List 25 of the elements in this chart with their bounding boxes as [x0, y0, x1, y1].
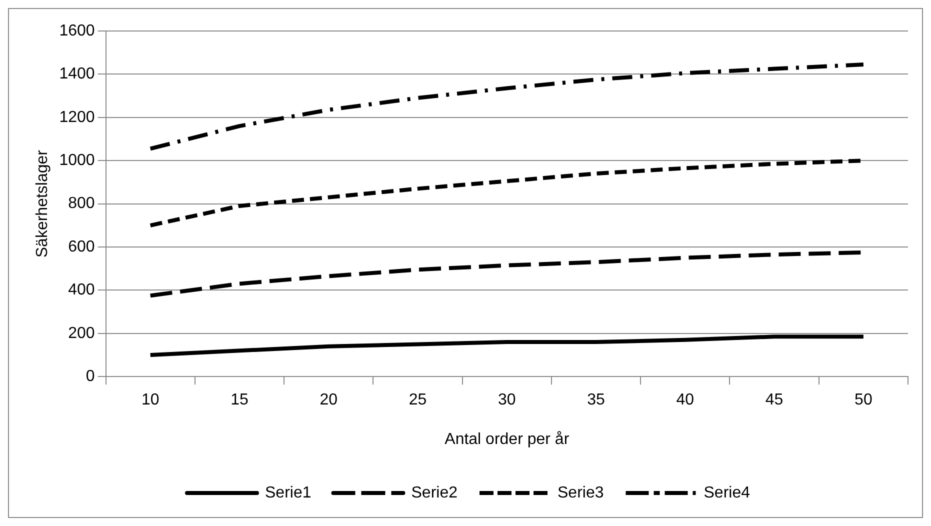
line-series — [148, 62, 866, 151]
y-tick-label: 1200 — [59, 108, 95, 126]
y-tick-label: 800 — [68, 195, 95, 212]
y-tick-label: 1400 — [59, 66, 95, 83]
y-tick-label: 600 — [68, 238, 95, 256]
x-tick-label: 35 — [587, 392, 606, 409]
y-tick-label: 200 — [68, 324, 95, 342]
legend-label: Serie2 — [411, 484, 458, 502]
x-tick-label: 25 — [408, 392, 427, 409]
y-axis-title: Säkerhetslager — [34, 149, 52, 258]
x-tick-label: 30 — [498, 392, 516, 409]
x-tick-label: 40 — [676, 392, 694, 409]
y-tick-label: 400 — [68, 282, 95, 299]
x-tick-label: 15 — [230, 392, 248, 409]
x-tick-label: 50 — [854, 392, 872, 409]
legend-label: Serie1 — [265, 484, 312, 502]
x-tick-label: 20 — [320, 392, 338, 409]
x-axis-title: Antal order per år — [444, 430, 570, 448]
y-tick-label: 1600 — [59, 22, 95, 40]
y-tick-label: 1000 — [59, 152, 95, 170]
x-tick-label: 10 — [141, 392, 160, 409]
x-tick-label: 45 — [765, 392, 784, 409]
legend-label: Serie3 — [558, 484, 604, 502]
legend-label: Serie4 — [704, 484, 750, 502]
y-tick-label: 0 — [86, 368, 95, 386]
